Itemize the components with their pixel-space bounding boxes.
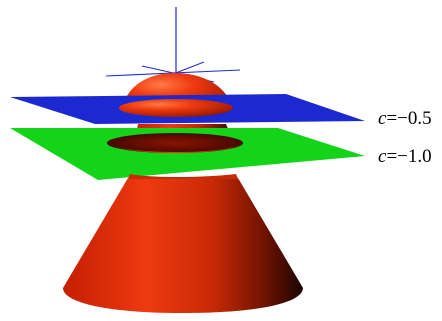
level-label-lower: c=−1.0 [378, 146, 432, 167]
level-label-upper: c=−0.5 [378, 108, 432, 129]
cone-surface [63, 178, 303, 313]
green-plane-cross-section-highlight [108, 144, 242, 153]
level-plane-c-minus-1.0 [10, 128, 365, 180]
green-plane-cross-section [107, 133, 243, 153]
dome-cross-section [119, 99, 233, 117]
cone-upper-rim [128, 174, 238, 179]
